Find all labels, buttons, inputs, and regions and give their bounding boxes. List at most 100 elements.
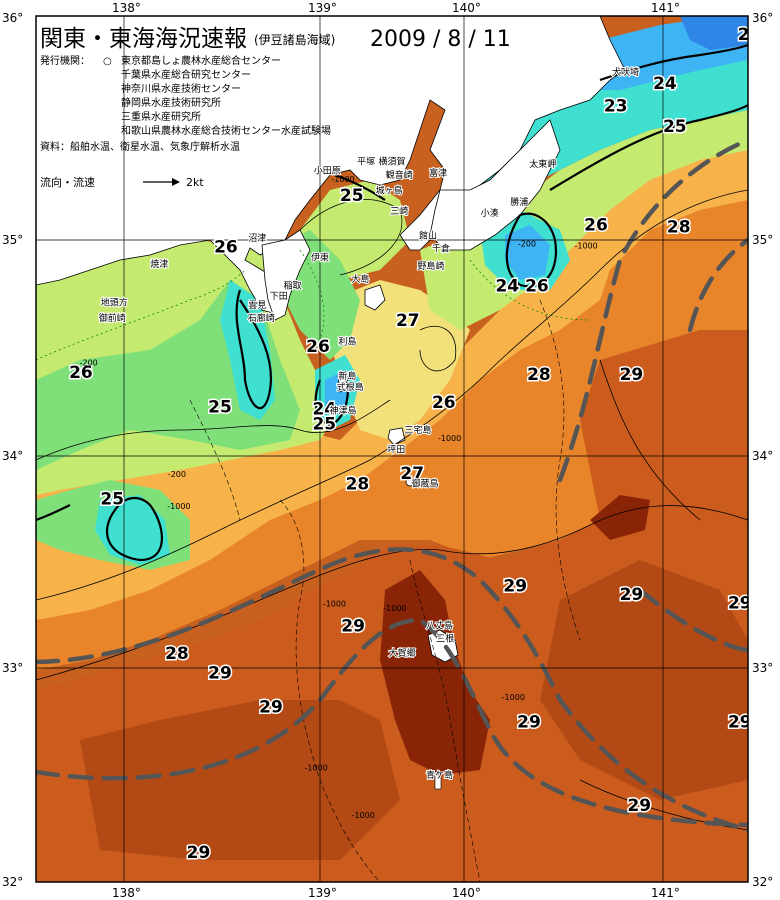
temperature-label: 26 [525, 276, 549, 296]
agency-5: 三重県水産研究所 [121, 110, 201, 123]
place-label: 地頭方 [101, 297, 128, 309]
place-label: 勝浦 [510, 196, 528, 208]
place-label: 式根島 [337, 381, 364, 393]
agency-3: 神奈川県水産技術センター [121, 82, 241, 95]
lon-label-139-bottom: 139° [308, 886, 337, 900]
place-label: 下田 [270, 291, 288, 302]
flow-arrow [143, 178, 180, 186]
depth-contours [189, 299, 581, 882]
temperature-label: 26 [214, 238, 238, 258]
map-title: 関東・東海海況速報 [40, 26, 247, 52]
depth-label: -200 [518, 240, 536, 249]
place-label: 横須賀 [378, 156, 405, 168]
place-label: 焼津 [150, 259, 168, 270]
temperature-label: 27 [396, 311, 420, 331]
temperature-label: 26 [584, 215, 608, 235]
depth-label: -1000 [574, 242, 597, 251]
temperature-label: 29 [627, 796, 651, 816]
land-aogashima [434, 774, 442, 790]
depth-label: -200 [168, 470, 186, 479]
place-label: 雲見 [248, 300, 266, 311]
temperature-label: 29 [728, 593, 752, 613]
place-label: 神津島 [329, 405, 356, 417]
agency-label: 発行機関： [40, 54, 90, 67]
depth-label: -1000 [304, 764, 327, 773]
depth-labels: -200 -1000 -1000 -200 -200 -1000 -1000 -1000 -10… [80, 175, 598, 820]
temperature-label: 27 [400, 464, 424, 484]
place-label: 三宅島 [404, 424, 431, 436]
temperature-label: 28 [346, 475, 370, 495]
land-mikura [405, 477, 415, 487]
lat-label-32-left: 32° [2, 875, 23, 889]
temperature-label: 25 [100, 489, 124, 509]
temperature-label: 29 [620, 365, 644, 385]
temperature-label: 23 [738, 25, 762, 45]
place-label: 石廊崎 [248, 312, 275, 324]
place-label: 大賀郷 [389, 647, 416, 659]
place-label: 犬吠埼 [612, 66, 639, 78]
lon-label-140-bottom: 140° [452, 886, 481, 900]
temperature-label: 26 [306, 337, 330, 357]
bold-contours [36, 43, 748, 562]
flow-scale: 2kt [186, 176, 204, 189]
temperature-label: 29 [187, 843, 211, 863]
place-label: 八丈島 [426, 620, 453, 632]
lon-label-141-top: 141° [651, 1, 680, 15]
place-label: 観音崎 [386, 169, 413, 181]
temperature-label: 28 [667, 218, 691, 238]
depth-label: -1000 [438, 434, 461, 443]
temperature-label: 25 [312, 415, 336, 435]
place-label: 野島崎 [417, 260, 444, 272]
temperature-label: 29 [259, 698, 283, 718]
place-label: 三根 [436, 632, 454, 644]
place-label: 三崎 [390, 205, 408, 217]
depth-label: -1000 [323, 600, 346, 609]
depth-label: -1000 [331, 175, 354, 184]
lon-label-140-top: 140° [452, 1, 481, 15]
zone-25 [220, 280, 275, 420]
lat-label-33-right: 33° [752, 661, 773, 675]
agency-4: 静岡県水産技術研究所 [121, 96, 221, 109]
place-label: 伊東 [311, 251, 329, 263]
lat-label-35-left: 35° [2, 233, 23, 247]
map-frame [35, 15, 749, 883]
place-label: 青ケ島 [426, 769, 453, 781]
agency-2: 千葉県水産総合研究センター [121, 68, 251, 81]
temperature-label: 29 [620, 585, 644, 605]
lat-label-33-left: 33° [2, 661, 23, 675]
place-label: 大島 [351, 273, 369, 285]
data-source: 資料：船舶水温、衛星水温、気象庁解析水温 [40, 140, 240, 153]
lon-label-139-top: 139° [308, 1, 337, 15]
lat-label-32-right: 32° [752, 875, 773, 889]
place-label: 城ヶ島 [376, 185, 403, 197]
temperature-label: 24 [312, 400, 336, 420]
temperature-label: 26 [69, 363, 93, 383]
temperature-label: 29 [728, 713, 752, 733]
place-label: 平塚 [357, 157, 375, 168]
place-label: 新島 [338, 370, 356, 382]
depth-label: -200 [80, 358, 98, 367]
kuroshio-axis [36, 137, 748, 833]
temperature-label: 29 [517, 713, 541, 733]
lat-label-34-right: 34° [752, 449, 773, 463]
lat-label-35-right: 35° [752, 233, 773, 247]
place-label: 沼津 [248, 233, 266, 244]
lon-label-141-bottom: 141° [651, 886, 680, 900]
place-label: 太東岬 [529, 158, 556, 170]
land-oshima [364, 284, 386, 311]
temperature-label: 29 [341, 617, 365, 637]
depth-label: -1000 [167, 502, 190, 511]
place-label: 御前崎 [99, 312, 126, 324]
place-label: 坪田 [387, 445, 405, 456]
temperature-label: 29 [208, 663, 232, 683]
map-date: 2009 / 8 / 11 [370, 27, 511, 52]
map-subtitle: (伊豆諸島海域) [254, 32, 335, 47]
lon-label-138-bottom: 138° [112, 886, 141, 900]
place-label: 館山 [419, 230, 437, 242]
depth-label: -1000 [383, 604, 406, 613]
temperature-label: 28 [527, 365, 551, 385]
agency-6: 和歌山県農林水産総合技術センター水産試験場 [121, 124, 331, 137]
